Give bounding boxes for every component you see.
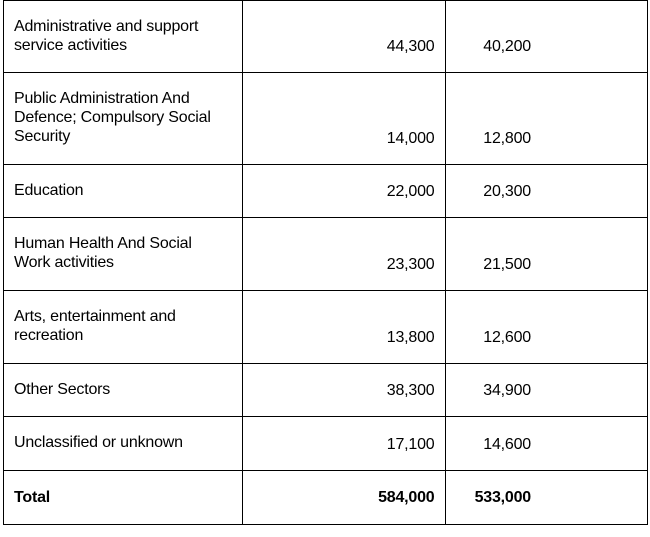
value-b-cell: 40,200 <box>444 0 648 73</box>
value-a-cell: 14,000 <box>242 72 446 165</box>
total-row: Total 584,000 533,000 <box>3 470 648 525</box>
value-a-cell: 38,300 <box>242 363 446 417</box>
value-a-cell: 22,000 <box>242 164 446 218</box>
value-b-cell: 34,900 <box>444 363 648 417</box>
total-value-b-cell: 533,000 <box>444 470 648 525</box>
value-b-cell: 20,300 <box>444 164 648 218</box>
total-label-cell: Total <box>3 470 243 525</box>
value-b-cell: 21,500 <box>444 217 648 291</box>
sector-name-cell: Arts, entertainment and recreation <box>3 290 243 364</box>
sector-employment-table: Administrative and support service activ… <box>3 0 648 525</box>
sector-name-cell: Public Administration And Defence; Compu… <box>3 72 243 165</box>
value-a-cell: 23,300 <box>242 217 446 291</box>
sector-name-cell: Human Health And Social Work activities <box>3 217 243 291</box>
table-row: Education 22,000 20,300 <box>3 164 648 218</box>
value-a-cell: 17,100 <box>242 416 446 471</box>
value-a-cell: 44,300 <box>242 0 446 73</box>
value-a-cell: 13,800 <box>242 290 446 364</box>
value-b-cell: 12,600 <box>444 290 648 364</box>
sector-name-cell: Other Sectors <box>3 363 243 417</box>
value-b-cell: 14,600 <box>444 416 648 471</box>
table-row: Arts, entertainment and recreation 13,80… <box>3 290 648 364</box>
total-value-a-cell: 584,000 <box>242 470 446 525</box>
table-row: Other Sectors 38,300 34,900 <box>3 363 648 417</box>
sector-name-cell: Administrative and support service activ… <box>3 0 243 73</box>
value-b-cell: 12,800 <box>444 72 648 165</box>
table-row: Human Health And Social Work activities … <box>3 217 648 291</box>
table-row: Administrative and support service activ… <box>3 0 648 73</box>
sector-name-cell: Unclassified or unknown <box>3 416 243 471</box>
sector-name-cell: Education <box>3 164 243 218</box>
table-row: Public Administration And Defence; Compu… <box>3 72 648 165</box>
table-row: Unclassified or unknown 17,100 14,600 <box>3 416 648 471</box>
